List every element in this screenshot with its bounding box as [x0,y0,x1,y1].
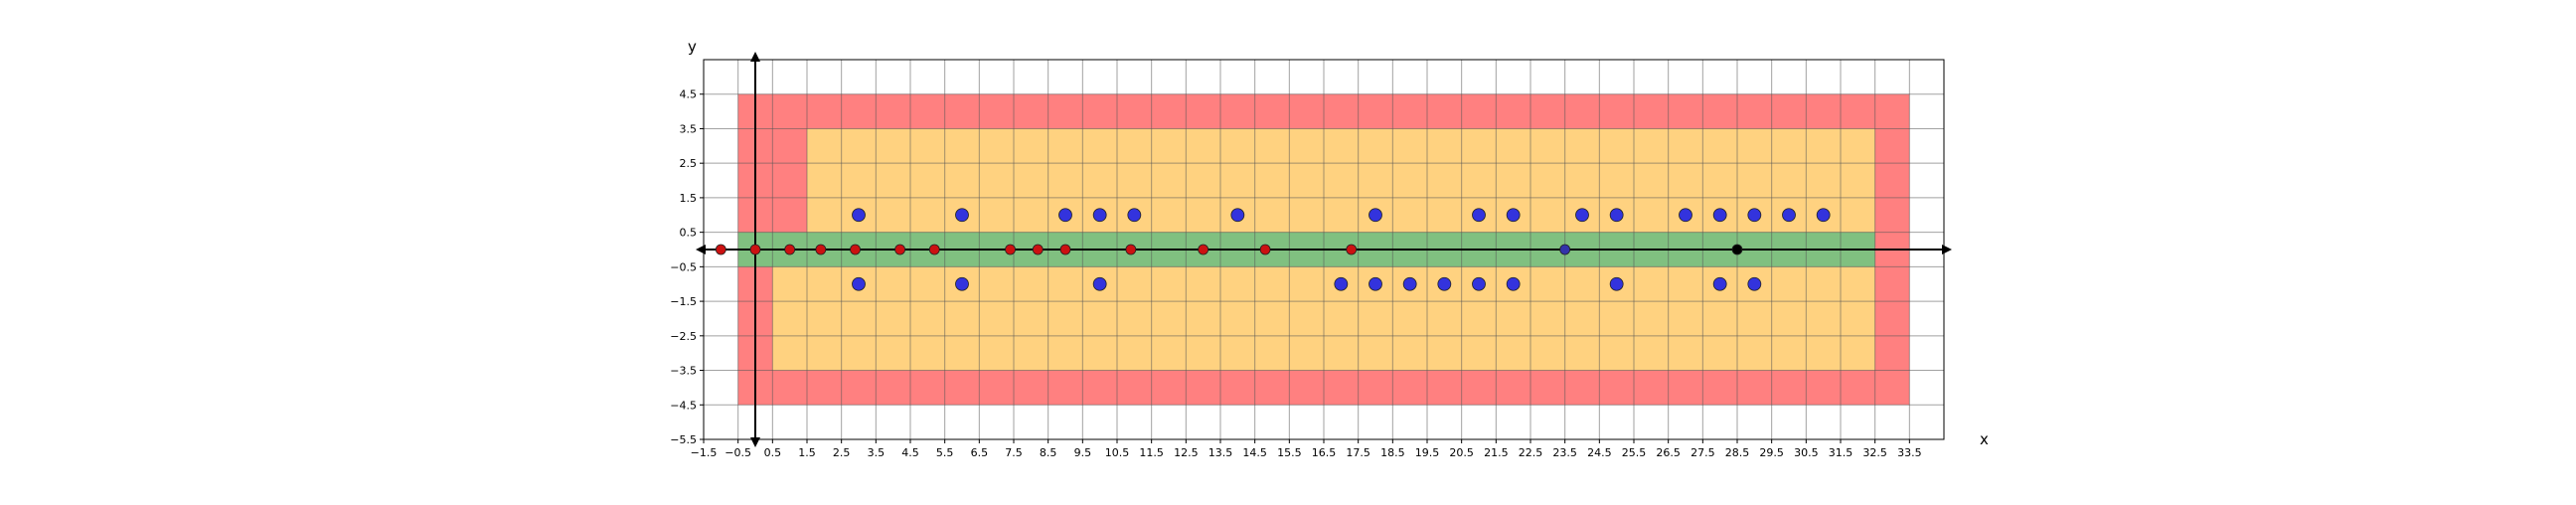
data-point [955,276,969,291]
x-tick-label: 22.5 [1519,446,1543,459]
y-tick-label: 4.5 [680,88,698,101]
data-point [784,244,796,255]
x-tick-label: 1.5 [798,446,816,459]
data-point [1472,208,1486,223]
x-tick-label: 20.5 [1449,446,1474,459]
data-point [815,244,827,255]
data-point [850,244,861,255]
x-tick-label: 0.5 [764,446,782,459]
data-point [1368,276,1382,291]
data-point [1346,244,1358,255]
y-tick-label: −2.5 [670,330,697,343]
data-point [715,244,726,255]
y-tick-label: 0.5 [680,227,698,240]
x-tick-label: 19.5 [1415,446,1440,459]
x-tick-label: 33.5 [1897,446,1922,459]
y-tick-label: −1.5 [670,295,697,308]
x-tick-label: 8.5 [1040,446,1057,459]
data-point [1747,208,1762,223]
x-tick-label: 17.5 [1346,446,1370,459]
x-tick-label: 13.5 [1208,446,1233,459]
data-point [955,208,969,223]
x-tick-label: 21.5 [1484,446,1509,459]
x-tick-label: 27.5 [1690,446,1715,459]
data-point [1005,244,1016,255]
x-tick-label: 12.5 [1174,446,1199,459]
data-point [749,244,761,255]
y-tick-label: 1.5 [680,192,698,205]
x-tick-label: 18.5 [1380,446,1405,459]
data-point [1609,208,1624,223]
data-point [1506,208,1521,223]
data-point [1259,244,1271,255]
x-tick-label: 29.5 [1759,446,1784,459]
x-tick-label: 5.5 [936,446,954,459]
data-point [1092,276,1107,291]
data-point [1575,208,1589,223]
x-tick-label: 23.5 [1552,446,1577,459]
data-point [1679,208,1692,223]
data-point [1437,276,1452,291]
data-point [1368,208,1382,223]
x-tick-label: 16.5 [1312,446,1337,459]
y-tick-label: 3.5 [680,122,698,135]
x-tick-label: 10.5 [1105,446,1130,459]
x-tick-label: 4.5 [901,446,919,459]
x-tick-label: 15.5 [1277,446,1302,459]
x-tick-label: 28.5 [1725,446,1750,459]
x-tick-label: 26.5 [1656,446,1681,459]
x-tick-label: 14.5 [1242,446,1267,459]
y-tick-label: −0.5 [670,260,697,273]
data-point [1816,208,1831,223]
y-tick-label: −3.5 [670,365,697,378]
data-point [1092,208,1107,223]
data-point [852,208,866,223]
y-tick-label: 2.5 [680,157,698,170]
x-tick-label: 3.5 [868,446,886,459]
x-tick-label: 9.5 [1074,446,1092,459]
data-point [1731,244,1743,255]
data-point [1609,276,1624,291]
x-tick-label: 25.5 [1622,446,1647,459]
y-axis-label: y [688,38,697,56]
x-tick-label: 30.5 [1794,446,1819,459]
x-tick-label: 11.5 [1139,446,1164,459]
data-point [1747,276,1762,291]
data-point [1506,276,1521,291]
data-point [1712,276,1727,291]
data-point [1032,244,1044,255]
data-point [1059,244,1071,255]
x-tick-label: 2.5 [833,446,851,459]
data-point [1230,208,1245,223]
data-point [1559,244,1571,255]
y-tick-label: −5.5 [670,433,697,446]
x-tick-label: 7.5 [1005,446,1023,459]
region-inner-upper [807,128,1875,233]
data-point [1125,244,1137,255]
x-tick-label: −1.5 [691,446,718,459]
x-tick-label: −0.5 [724,446,751,459]
data-point [1472,276,1486,291]
x-tick-label: 24.5 [1587,446,1612,459]
data-point [1334,276,1349,291]
data-point [1127,208,1142,223]
x-tick-label: 32.5 [1862,446,1887,459]
x-tick-label: 6.5 [971,446,989,459]
data-point [1058,208,1072,223]
x-axis-label: x [1980,430,1989,448]
y-tick-label: −4.5 [670,399,697,412]
x-tick-label: 31.5 [1829,446,1853,459]
data-point [894,244,905,255]
data-point [1712,208,1727,223]
data-point [1198,244,1209,255]
plot-frame [703,59,1945,440]
data-point [852,276,866,291]
data-point [1402,276,1417,291]
data-point [928,244,940,255]
data-point [1782,208,1796,223]
